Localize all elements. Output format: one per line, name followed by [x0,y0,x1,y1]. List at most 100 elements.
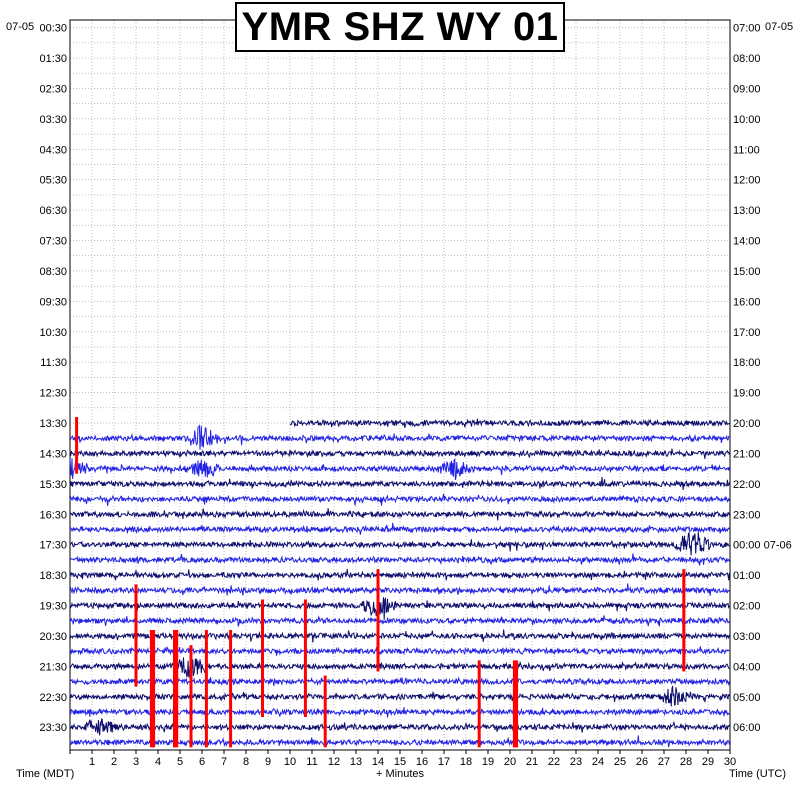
x-tick-label: 11 [306,756,317,768]
trace-row [69,707,730,718]
right-time-label: 15:00 [733,266,761,278]
left-axis-title: Time (MDT) [16,768,74,780]
right-time-label: 17:00 [733,327,761,339]
x-tick-label: 8 [243,756,249,768]
left-time-label: 08:30 [39,266,67,278]
right-time-label: 12:00 [733,175,761,187]
left-time-label: 14:30 [39,448,67,460]
left-time-label: 05:30 [39,175,67,187]
x-tick-label: 9 [265,756,271,768]
x-tick-label: 24 [592,756,604,768]
chart-title: YMR SHZ WY 01 [241,4,559,49]
x-tick-label: 12 [328,756,340,768]
trace-row [69,569,730,581]
trace-row [69,553,730,566]
trace-row [69,657,730,678]
left-time-label: 19:30 [39,601,67,613]
right-time-label: 07:00 [733,23,761,35]
trace-row [69,685,730,707]
right-date-label: 07-05 [765,21,793,33]
trace-row [69,629,730,643]
left-time-label: 00:30 [39,23,67,35]
x-tick-label: 4 [155,756,161,768]
x-tick-label: 14 [372,756,384,768]
x-tick-label: 21 [526,756,538,768]
trace-row [69,532,730,556]
trace-layer [69,418,730,748]
x-tick-label: 10 [284,756,296,768]
right-time-label: 10:00 [733,114,761,126]
left-date-label: 07-05 [6,21,34,33]
right-time-label: 09:00 [733,83,761,95]
x-tick-label: 30 [724,756,736,768]
grid-layer [69,19,731,754]
trace-row [69,597,730,621]
right-time-label: 06:00 [733,722,761,734]
right-time-label: 02:00 [733,601,761,613]
axis-layer: 07-05 07-05 Time (MDT) + Minutes Time (U… [6,21,793,780]
left-time-label: 04:30 [39,144,67,156]
trace-row [69,477,730,490]
x-tick-label: 22 [548,756,560,768]
trace-row [69,493,730,506]
x-tick-label: 25 [614,756,626,768]
x-axis-title: + Minutes [376,768,424,780]
left-time-label: 03:30 [39,114,67,126]
x-tick-label: 13 [350,756,362,768]
left-time-label: 23:30 [39,722,67,734]
x-tick-label: 6 [199,756,205,768]
right-time-label: 05:00 [733,692,761,704]
left-time-label: 01:30 [39,53,67,65]
trace-row [69,448,730,459]
x-tick-label: 15 [394,756,406,768]
trace-row [69,646,730,656]
left-time-label: 07:30 [39,236,67,248]
left-time-label: 21:30 [39,661,67,673]
x-tick-label: 5 [177,756,183,768]
right-time-label: 19:00 [733,388,761,400]
right-time-label: 16:00 [733,296,761,308]
x-tick-label: 20 [504,756,516,768]
right-time-label: 00:00 07-06 [733,540,792,552]
x-tick-label: 16 [416,756,428,768]
x-tick-label: 27 [658,756,670,768]
left-time-label: 02:30 [39,83,67,95]
right-time-label: 14:00 [733,236,761,248]
right-axis-title: Time (UTC) [729,768,786,780]
trace-row [289,418,730,429]
right-time-label: 21:00 [733,448,761,460]
trace-row [69,718,730,736]
left-time-label: 06:30 [39,205,67,217]
x-tick-label: 1 [89,756,95,768]
right-time-label: 20:00 [733,418,761,430]
left-time-label: 12:30 [39,388,67,400]
left-time-label: 10:30 [39,327,67,339]
right-time-label: 22:00 [733,479,761,491]
left-time-label: 16:30 [39,509,67,521]
x-tick-label: 17 [438,756,450,768]
x-tick-label: 26 [636,756,648,768]
x-tick-label: 2 [111,756,117,768]
right-time-label: 23:00 [733,509,761,521]
clip-layer [75,417,686,748]
left-time-label: 11:30 [40,357,67,369]
trace-row [69,522,730,535]
trace-row [69,458,730,481]
x-tick-label: 28 [680,756,692,768]
trace-row [69,424,730,450]
x-tick-label: 29 [702,756,714,768]
plot-frame [69,19,731,751]
trace-row [69,583,730,596]
chart-title-box: YMR SHZ WY 01 [235,2,565,52]
x-tick-label: 7 [221,756,227,768]
right-time-label: 18:00 [733,357,761,369]
trace-row [69,508,730,521]
right-time-label: 04:00 [733,661,761,673]
x-tick-label: 23 [570,756,582,768]
right-time-label: 08:00 [733,53,761,65]
left-time-label: 20:30 [39,631,67,643]
trace-row [69,615,730,627]
right-time-label: 03:00 [733,631,761,643]
left-time-label: 15:30 [39,479,67,491]
